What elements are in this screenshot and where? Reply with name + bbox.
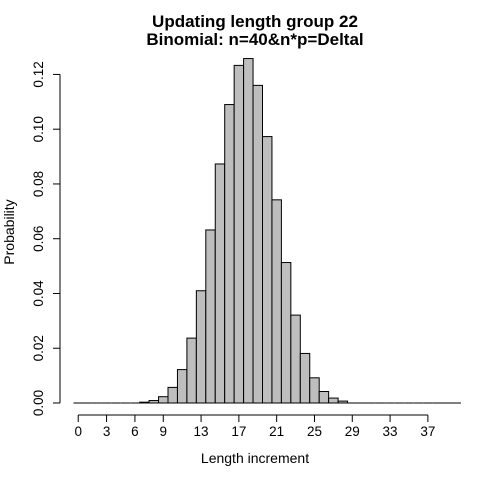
x-tick-label: 9 [160, 424, 168, 439]
bars-group [73, 58, 461, 404]
y-tick-label: 0.12 [31, 61, 46, 87]
x-tick-label: 25 [307, 424, 322, 439]
bar-10 [167, 386, 178, 404]
y-tick-label: 0.06 [31, 226, 46, 252]
chart-subtitle: Binomial: n=40&n*p=Deltal [146, 30, 363, 49]
x-axis: 0 3 6 9 13 17 21 25 29 33 37 [74, 414, 435, 439]
y-axis: 0.00 0.02 0.04 0.06 0.08 0.10 0.12 [31, 61, 61, 416]
x-tick-label: 0 [74, 424, 82, 439]
y-tick-label: 0.08 [31, 171, 46, 197]
bar-16 [224, 104, 235, 404]
y-tick-label: 0.02 [31, 335, 46, 361]
bar-8 [148, 400, 160, 404]
bar-24 [299, 352, 311, 404]
bar-26 [318, 391, 330, 404]
bar-13 [195, 290, 207, 404]
bar-14 [205, 229, 216, 404]
chart-title: Updating length group 22 [152, 12, 358, 31]
bar-25 [309, 377, 320, 404]
x-tick-label: 6 [131, 424, 139, 439]
x-tick-label: 21 [269, 424, 284, 439]
x-tick-label: 17 [231, 424, 246, 439]
bar-23 [290, 314, 301, 404]
bar-20 [262, 136, 273, 404]
bar-17 [233, 64, 245, 404]
bar-27 [328, 397, 339, 404]
bar-22 [280, 262, 292, 404]
bar-18 [243, 58, 254, 404]
x-tick-label: 29 [345, 424, 360, 439]
x-tick-label: 13 [194, 424, 209, 439]
y-tick-label: 0.00 [31, 390, 46, 416]
bar-12 [186, 337, 197, 404]
bar-15 [214, 163, 226, 404]
x-axis-label: Length increment [201, 450, 309, 466]
bar-21 [271, 199, 282, 404]
x-tick-label: 33 [383, 424, 398, 439]
y-tick-label: 0.04 [31, 280, 46, 307]
bar-11 [176, 369, 188, 404]
x-tick-label: 37 [420, 424, 435, 439]
bar-19 [252, 84, 264, 404]
bar-9 [158, 396, 169, 404]
y-axis-label: Probability [1, 199, 17, 264]
bar-28 [337, 400, 349, 404]
bar-7 [139, 401, 150, 404]
x-tick-label: 3 [103, 424, 111, 439]
y-tick-label: 0.10 [31, 116, 46, 142]
